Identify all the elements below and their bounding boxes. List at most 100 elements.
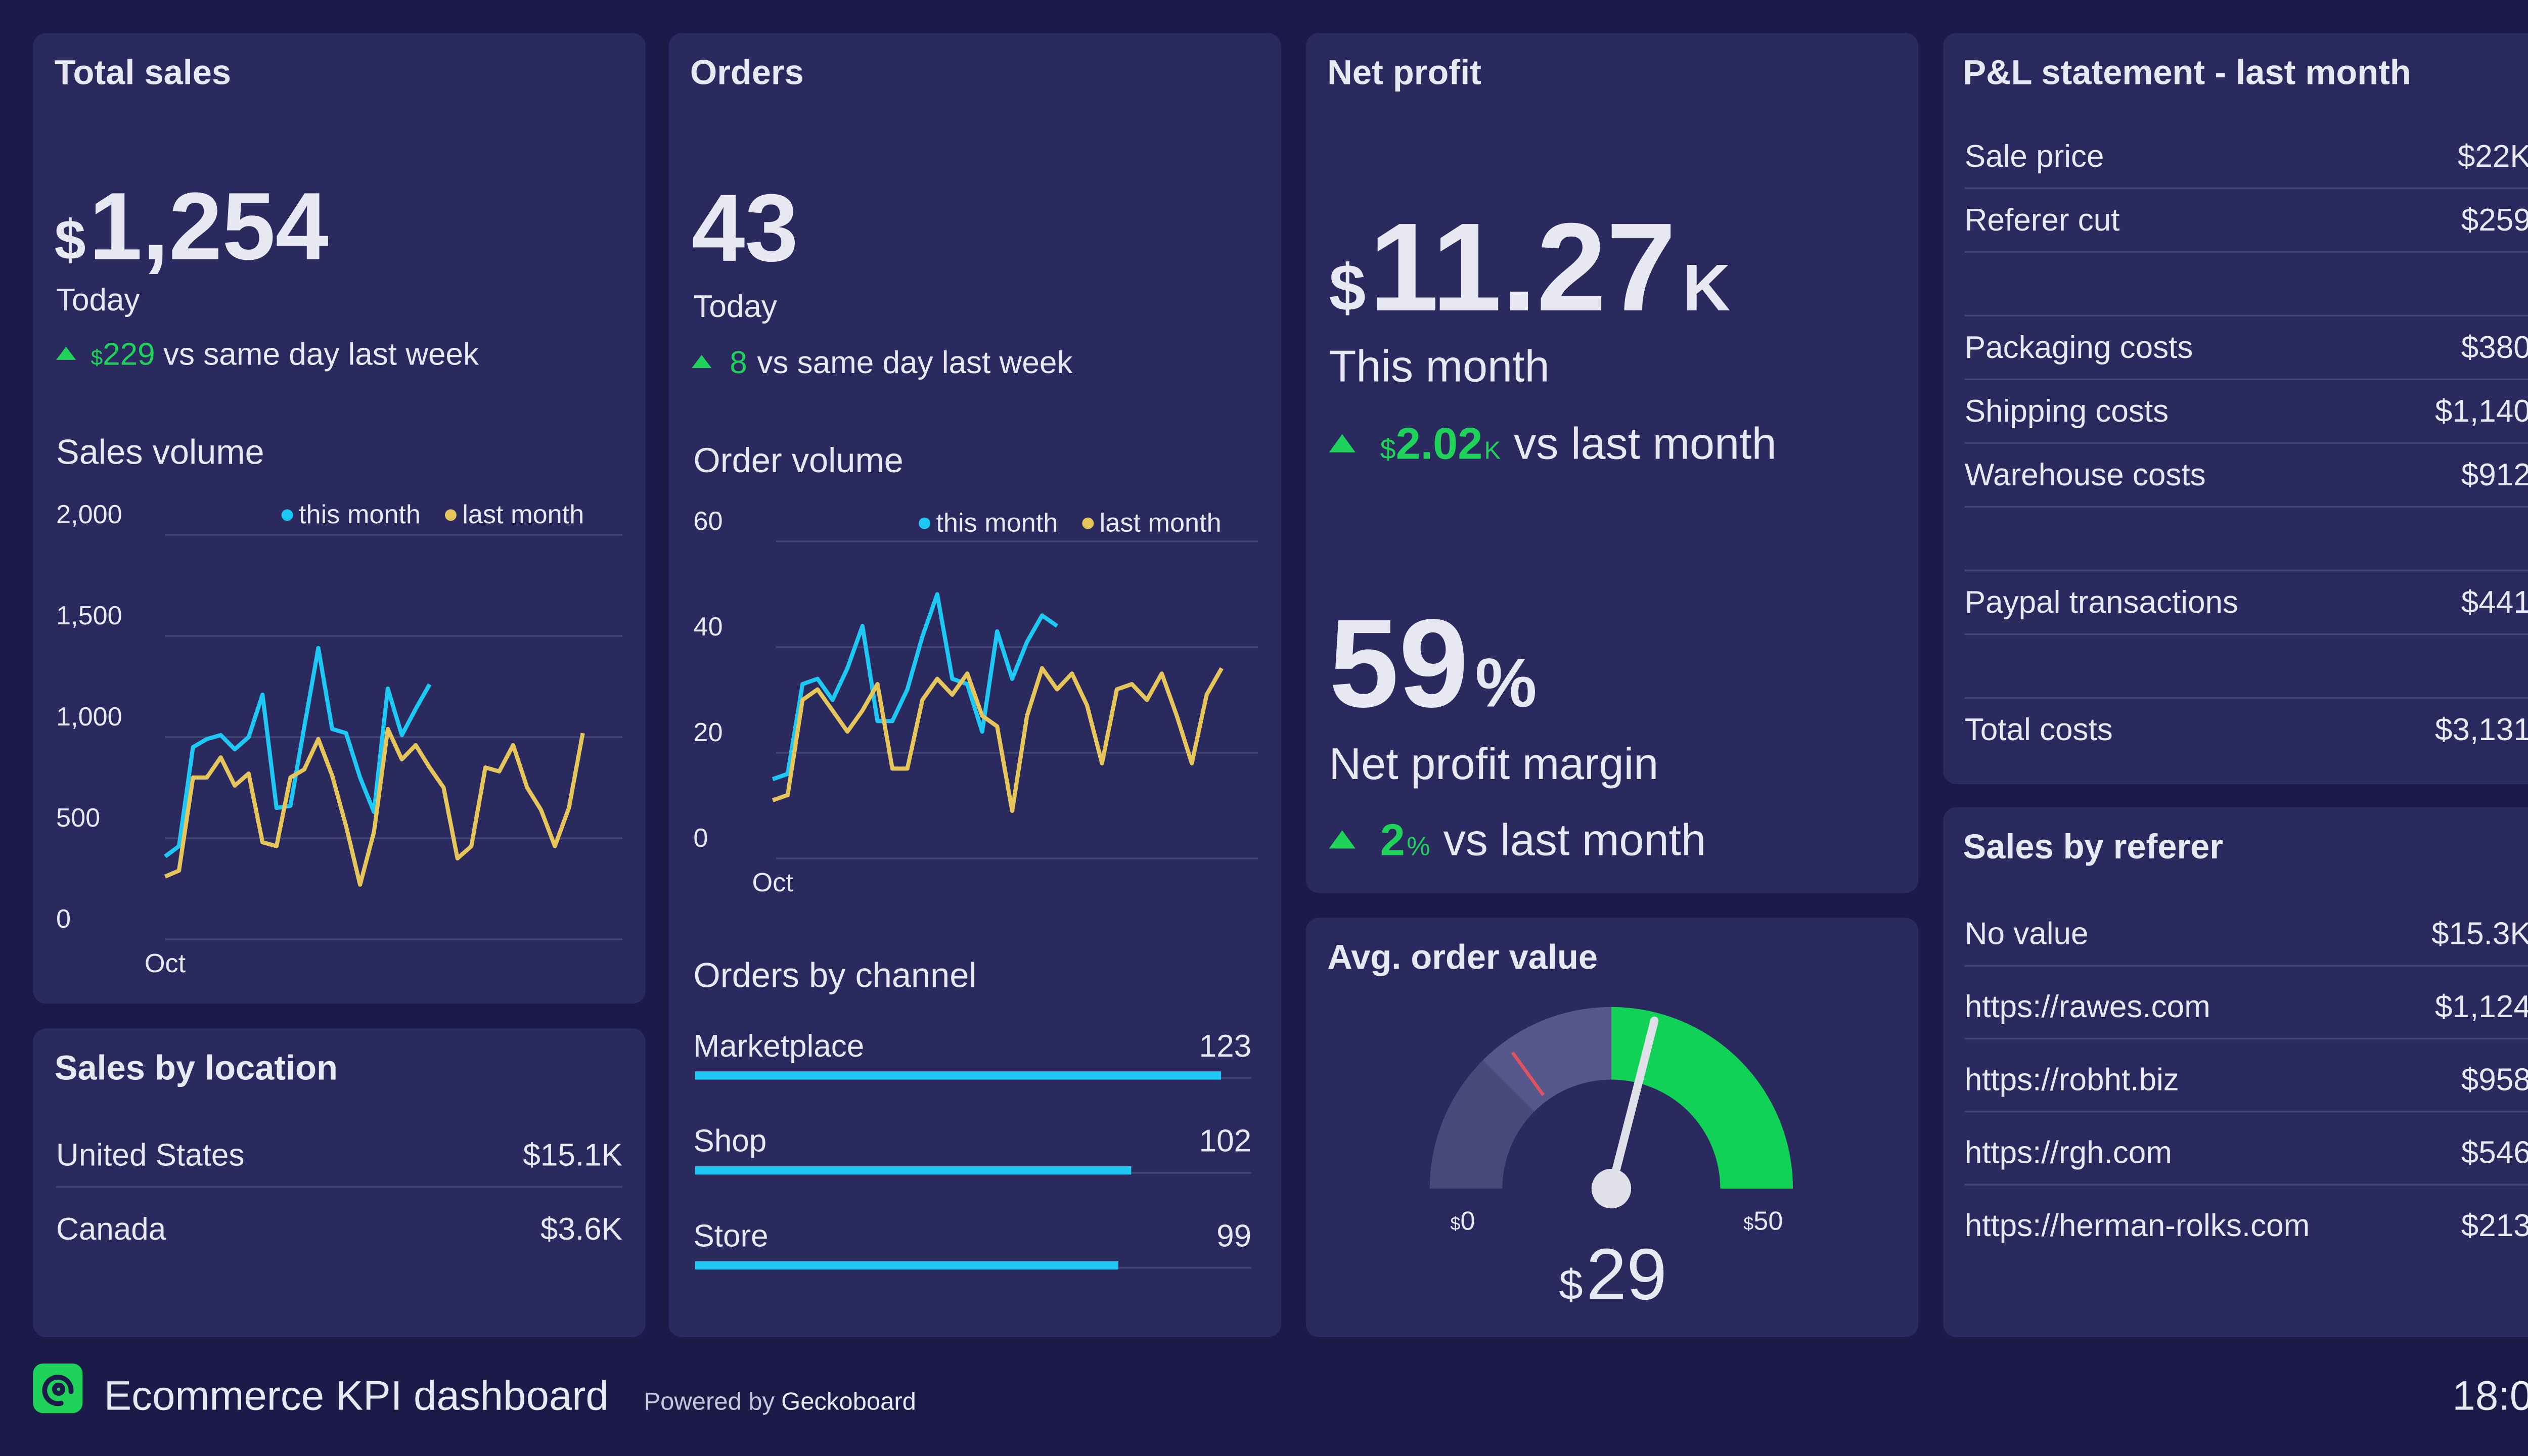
y-tick-label: 1,000 [56,702,122,732]
row-label: https://robht.biz [1965,1062,2179,1097]
widget-title: Orders [690,53,804,92]
gauge-needle [1607,1016,1659,1193]
row-label: Packaging costs [1965,330,2193,365]
y-tick-label: 60 [693,507,723,536]
row-value: $3.6K [540,1212,622,1247]
legend-label: this month [936,508,1058,537]
y-tick-label: 500 [56,803,100,833]
row-label: Warehouse costs [1965,458,2206,492]
change-value: 2.02 [1396,419,1483,469]
category-label: Store [693,1218,768,1253]
line-series [164,646,432,858]
x-axis-label: Oct [752,868,794,897]
row-label: https://herman-rolks.com [1965,1208,2310,1243]
currency: $ [1380,434,1396,465]
label: Net profit margin [1329,739,1659,789]
dashboard-title: Ecommerce KPI dashboard [104,1373,609,1419]
row-value: $259 [2461,203,2528,238]
change: $229 vs same day last week [91,337,479,372]
widget-title: Net profit [1327,53,1481,92]
line-series [772,592,1059,782]
y-tick-label: 2,000 [56,500,122,529]
currency: $ [55,208,86,271]
row-value: $1,140 [2435,394,2528,429]
legend-marker [919,517,930,529]
value: 11.27 [1369,197,1676,337]
y-tick-label: 20 [693,718,723,747]
legend-label: last month [1100,508,1222,537]
gauge [1429,1007,1793,1209]
logo-mark [42,1375,74,1406]
clock: 18:08 [2452,1373,2528,1419]
unit: K [1484,437,1501,465]
gauge-value: $29 [1559,1234,1667,1315]
bar [695,1166,1132,1175]
value-label: 99 [1216,1218,1251,1253]
brand: Geckoboard [781,1388,916,1416]
row-value: $546 [2461,1135,2528,1170]
kpi-value: $11.27 K [1329,197,1731,337]
currency: $ [91,346,103,370]
gauge-band [1429,1060,1534,1189]
row-value: $15.3K [2431,917,2528,951]
category-label: Shop [693,1124,766,1159]
powered-by-text: Powered by [644,1388,775,1416]
row-value: $441 [2461,585,2528,620]
panel [1305,918,1919,1337]
unit: % [1475,645,1537,722]
row-value: $15.1K [523,1138,622,1172]
value: 29 [1586,1234,1667,1315]
legend-label: this month [299,500,421,529]
row-label: Paypal transactions [1965,585,2238,620]
logo [33,1363,83,1414]
unit: K [1683,251,1730,325]
kpi-value: 43 [692,175,798,282]
row-label: Canada [56,1212,166,1247]
bar [695,1071,1221,1080]
currency: $ [1559,1260,1583,1308]
up-arrow [1329,830,1356,849]
widget-title: Sales by referer [1963,827,2223,866]
row-label: https://rawes.com [1965,989,2210,1024]
row-value: $958 [2461,1062,2528,1097]
panel [1943,33,2528,785]
currency: $ [1743,1213,1753,1234]
legend-marker [445,509,457,521]
category-label: Marketplace [693,1029,864,1064]
up-arrow [1329,434,1356,452]
value: 1,254 [89,173,329,280]
unit: % [1407,832,1430,861]
gauge-band [1482,1007,1611,1112]
row-label: United States [56,1138,244,1172]
bar [695,1261,1118,1270]
chart-title: Orders by channel [693,956,976,995]
currency: $ [1451,1213,1461,1234]
period: This month [1329,341,1550,391]
gauge-max: $50 [1743,1207,1783,1236]
row-value: $213 [2461,1208,2528,1243]
row-value: $3,131 [2435,712,2528,747]
legend-label: last month [462,500,584,529]
value: 0 [1461,1207,1475,1236]
line-series [164,726,585,887]
currency: $ [1329,251,1366,325]
change-value: 2 [1380,814,1405,864]
up-arrow [692,355,712,369]
row-label: No value [1965,917,2089,951]
value: 50 [1753,1207,1783,1236]
row-value: $1,124 [2435,989,2528,1024]
line-series [772,666,1224,813]
kpi-value: 59% [1329,593,1537,734]
value-label: 102 [1199,1124,1252,1159]
change-value: 229 [103,337,155,372]
row-label: Shipping costs [1965,394,2169,429]
kpi-value: $1,254 [55,173,329,280]
row-label: Sale price [1965,139,2104,174]
row-value: $380 [2461,330,2528,365]
panel [33,1028,646,1337]
powered-by: Powered by Geckoboard [644,1388,916,1416]
row-label: Referer cut [1965,203,2120,238]
panel [1305,33,1919,893]
y-tick-label: 40 [693,612,723,642]
